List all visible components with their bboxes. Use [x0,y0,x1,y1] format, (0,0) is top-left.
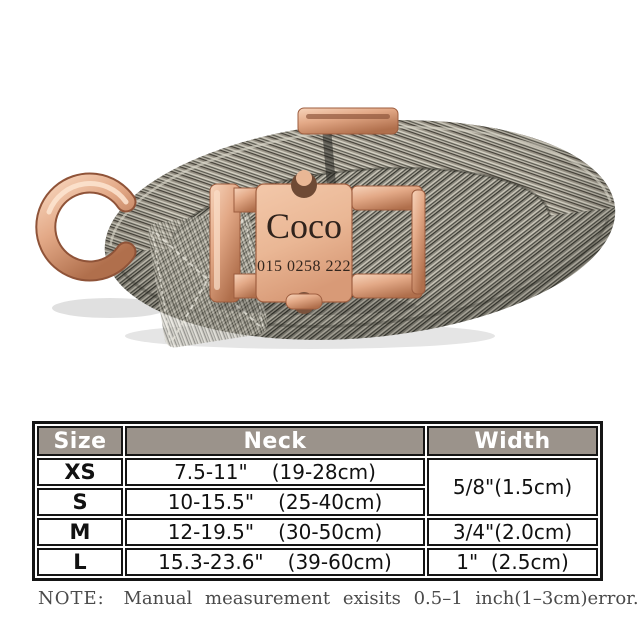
neck-cm: (30-50cm) [278,520,383,544]
neck-inches: 15.3-23.6" [158,550,264,574]
buckle-right-wing [351,185,426,299]
ring-shadow [52,298,168,318]
neck-cell: 15.3-23.6" (39-60cm) [125,548,425,576]
product-photo: Coco 015 0258 222 [35,107,616,349]
size-cell: XS [37,458,123,486]
collar-webbing [104,120,616,348]
buckle-release-tab [285,293,323,310]
width-cell: 5/8"(1.5cm) [427,458,598,516]
table-row-m: M 12-19.5" (30-50cm) 3/4"(2.0cm) [37,518,598,546]
width-cell: 3/4"(2.0cm) [427,518,598,546]
engraved-name: Coco [266,206,342,246]
table-row-xs: XS 7.5-11" (19-28cm) 5/8"(1.5cm) [37,458,598,516]
neck-cell: 7.5-11" (19-28cm) [125,458,425,486]
note-label: NOTE: [38,588,105,609]
d-ring [35,172,137,282]
table-row-l: L 15.3-23.6" (39-60cm) 1" (2.5cm) [37,548,598,576]
table-header-row: Size Neck Width [37,426,598,456]
col-header-width: Width [427,426,598,456]
neck-cm: (25-40cm) [278,490,383,514]
neck-inches: 7.5-11" [174,460,248,484]
col-header-size: Size [37,426,123,456]
neck-inches: 12-19.5" [167,520,255,544]
buckle: Coco 015 0258 222 [209,170,426,315]
size-cell: S [37,488,123,516]
neck-cm: (39-60cm) [287,550,392,574]
collar-illustration: Coco 015 0258 222 [35,107,616,349]
size-table: Size Neck Width XS 7.5-11" (19-28cm) 5/8… [32,421,603,581]
note-text: Manual measurement exisits 0.5–1 inch(1–… [123,588,639,609]
neck-cell: 12-19.5" (30-50cm) [125,518,425,546]
size-cell: M [37,518,123,546]
neck-inches: 10-15.5" [167,490,255,514]
neck-cm: (19-28cm) [271,460,376,484]
width-cell: 1" (2.5cm) [427,548,598,576]
size-cell: L [37,548,123,576]
neck-cell: 10-15.5" (25-40cm) [125,488,425,516]
col-header-neck: Neck [125,426,425,456]
table-row-s: S 10-15.5" (25-40cm) [37,488,598,516]
measurement-note: NOTE: Manual measurement exisits 0.5–1 i… [38,588,639,609]
tri-glide-slider [297,107,399,135]
buckle-plate: Coco 015 0258 222 [255,170,353,314]
engraved-phone: 015 0258 222 [257,258,351,275]
